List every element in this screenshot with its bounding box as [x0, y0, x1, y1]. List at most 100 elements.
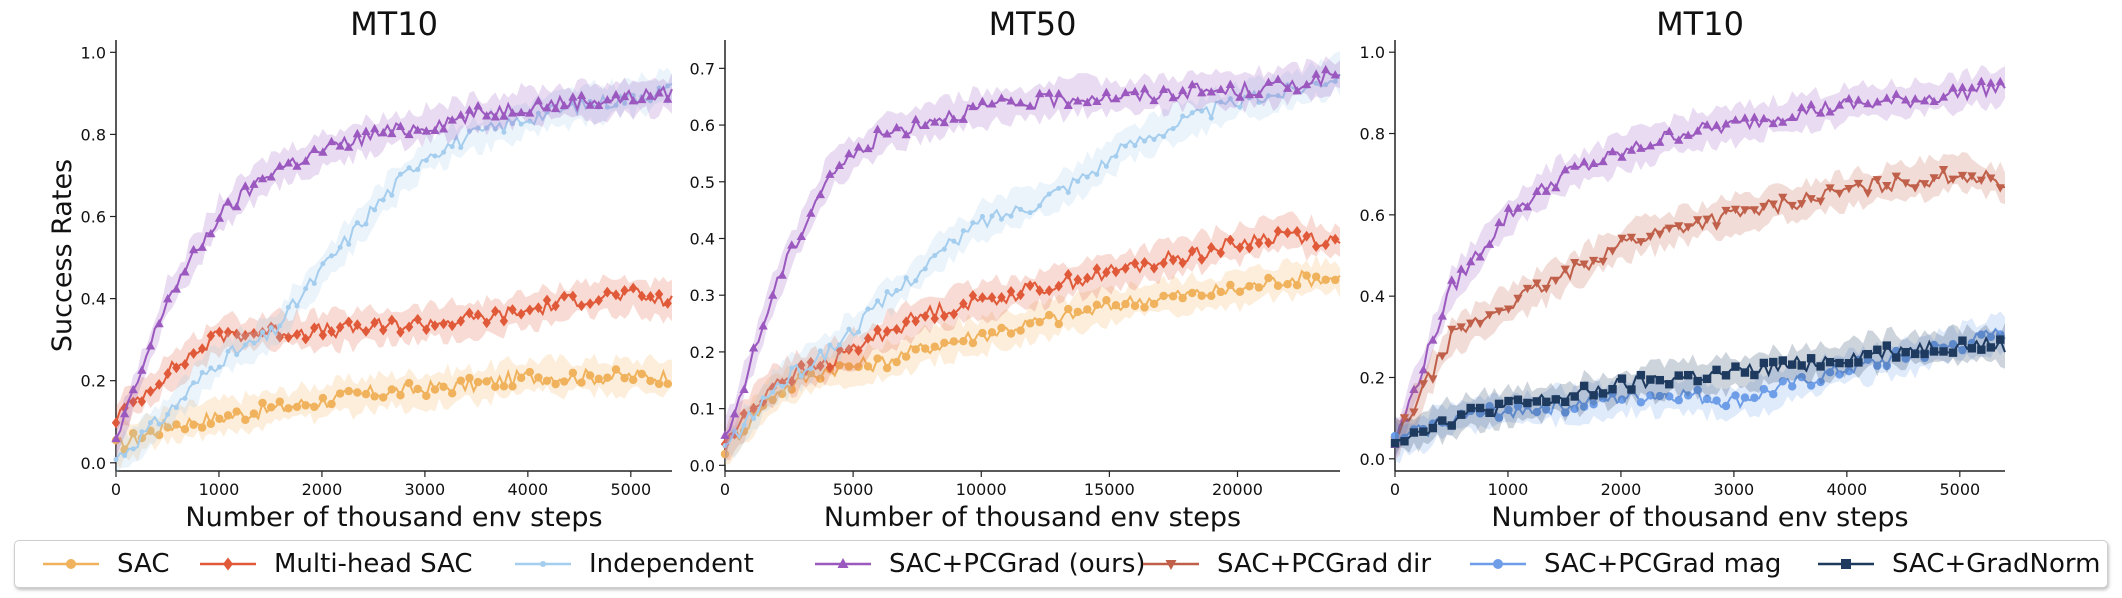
chart-title: MT50: [989, 5, 1077, 43]
legend-item-pcgrad: SAC+PCGrad (ours): [815, 541, 1146, 587]
data-point: [165, 411, 171, 417]
data-point: [978, 328, 987, 338]
data-point: [182, 395, 188, 401]
data-point: [1589, 400, 1598, 409]
data-point: [1485, 408, 1494, 418]
data-point: [797, 359, 806, 371]
data-point: [663, 94, 673, 103]
data-point: [1721, 401, 1731, 411]
y-tick-label: 0.8: [1360, 125, 1385, 144]
data-point: [1797, 102, 1807, 112]
data-point: [1759, 384, 1769, 394]
data-point: [1806, 354, 1816, 363]
data-point: [798, 373, 804, 379]
series-line: [115, 82, 673, 461]
data-point: [163, 368, 172, 380]
data-point: [1178, 293, 1187, 303]
data-point: [1216, 84, 1226, 93]
data-point: [439, 382, 448, 392]
y-tick-label: 0.8: [81, 125, 106, 144]
data-point: [292, 402, 302, 412]
data-point: [940, 338, 949, 347]
data-point: [817, 348, 823, 354]
data-point: [1636, 238, 1646, 247]
data-point: [1475, 403, 1485, 413]
x-tick-label: 5000: [1939, 480, 1980, 499]
data-point: [654, 88, 664, 97]
data-point: [508, 382, 517, 391]
data-point: [1218, 99, 1224, 105]
data-point: [853, 142, 864, 151]
data-point: [1168, 92, 1178, 102]
data-point: [1919, 180, 1930, 189]
data-point: [815, 189, 825, 199]
data-point: [1920, 349, 1929, 359]
data-point: [1006, 96, 1016, 105]
data-point: [1225, 79, 1235, 88]
data-point: [987, 99, 997, 108]
legend-marker: [66, 559, 76, 569]
data-point: [473, 101, 483, 110]
data-point: [1409, 408, 1419, 417]
data-point: [968, 290, 978, 301]
data-point: [1740, 368, 1750, 377]
chart-title: MT10: [350, 5, 438, 43]
data-point: [387, 385, 397, 394]
x-tick-label: 0: [111, 480, 121, 499]
data-point: [501, 129, 507, 135]
data-point: [1447, 275, 1457, 284]
data-point: [447, 320, 457, 332]
data-point: [1787, 201, 1797, 211]
legend-swatch: [1143, 560, 1199, 570]
data-point: [507, 108, 518, 117]
confidence-band: [1395, 152, 2005, 460]
data-point: [1674, 371, 1683, 380]
data-point: [1797, 372, 1806, 382]
data-point: [1180, 113, 1186, 119]
data-point: [309, 144, 319, 153]
data-point: [1466, 256, 1476, 266]
data-point: [215, 326, 224, 338]
data-point: [232, 328, 241, 340]
data-point: [387, 128, 397, 138]
data-point: [1617, 234, 1627, 244]
data-point: [1598, 257, 1608, 267]
data-point: [932, 252, 938, 258]
data-point: [1740, 206, 1750, 215]
data-point: [1948, 340, 1958, 349]
data-point: [602, 94, 612, 104]
data-point: [1197, 87, 1207, 97]
legend-swatch: [43, 559, 99, 569]
series-sac: [111, 353, 673, 469]
data-point: [1683, 130, 1693, 139]
data-point: [1816, 362, 1825, 371]
data-point: [268, 325, 274, 331]
data-point: [577, 378, 586, 387]
data-point: [977, 96, 988, 106]
y-tick-label: 0.0: [81, 454, 106, 473]
legend-item-pcgrad_mag: SAC+PCGrad mag: [1470, 541, 1781, 587]
data-point: [1216, 287, 1226, 297]
data-point: [430, 385, 440, 394]
data-point: [568, 368, 578, 378]
data-point: [1986, 332, 1996, 342]
x-tick-label: 1000: [199, 480, 240, 499]
data-point: [1244, 89, 1255, 99]
data-point: [283, 158, 294, 167]
data-point: [1227, 96, 1233, 102]
data-point: [722, 442, 728, 448]
data-point: [1006, 285, 1016, 297]
data-point: [720, 430, 730, 439]
data-point: [173, 405, 179, 411]
data-point: [1759, 113, 1769, 123]
data-point: [1693, 385, 1702, 395]
data-point: [389, 192, 395, 198]
data-point: [1702, 120, 1712, 129]
data-point: [1834, 100, 1845, 109]
data-point: [911, 345, 920, 354]
data-point: [1016, 289, 1025, 301]
data-point: [787, 240, 797, 249]
data-point: [998, 216, 1005, 222]
data-point: [749, 402, 758, 414]
data-point: [1311, 241, 1321, 253]
